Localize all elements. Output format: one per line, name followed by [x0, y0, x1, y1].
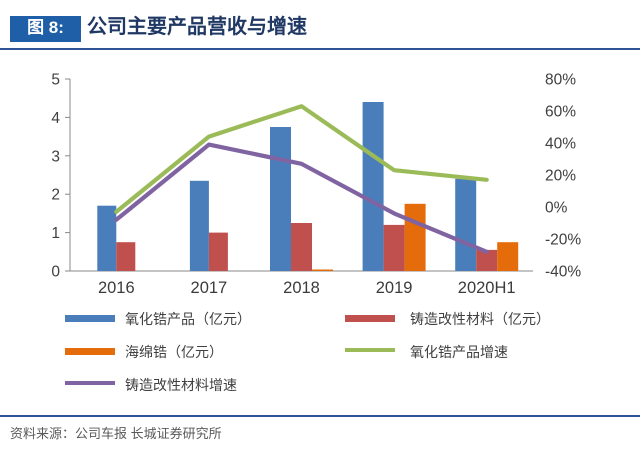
svg-text:4: 4	[51, 110, 60, 127]
svg-text:2018: 2018	[283, 279, 320, 297]
svg-text:3: 3	[51, 148, 60, 165]
svg-text:40%: 40%	[545, 136, 576, 153]
svg-text:5: 5	[51, 72, 60, 89]
svg-text:1: 1	[51, 225, 60, 242]
svg-text:-40%: -40%	[545, 264, 581, 281]
svg-text:2: 2	[51, 187, 60, 204]
svg-text:0: 0	[51, 264, 60, 281]
svg-text:20%: 20%	[545, 168, 576, 185]
svg-text:60%: 60%	[545, 104, 576, 121]
svg-text:2020H1: 2020H1	[458, 279, 516, 297]
svg-text:2019: 2019	[376, 279, 413, 297]
svg-text:80%: 80%	[545, 72, 576, 89]
svg-text:2016: 2016	[98, 279, 135, 297]
svg-text:2017: 2017	[191, 279, 228, 297]
svg-text:0%: 0%	[545, 200, 568, 217]
svg-text:-20%: -20%	[545, 232, 581, 249]
